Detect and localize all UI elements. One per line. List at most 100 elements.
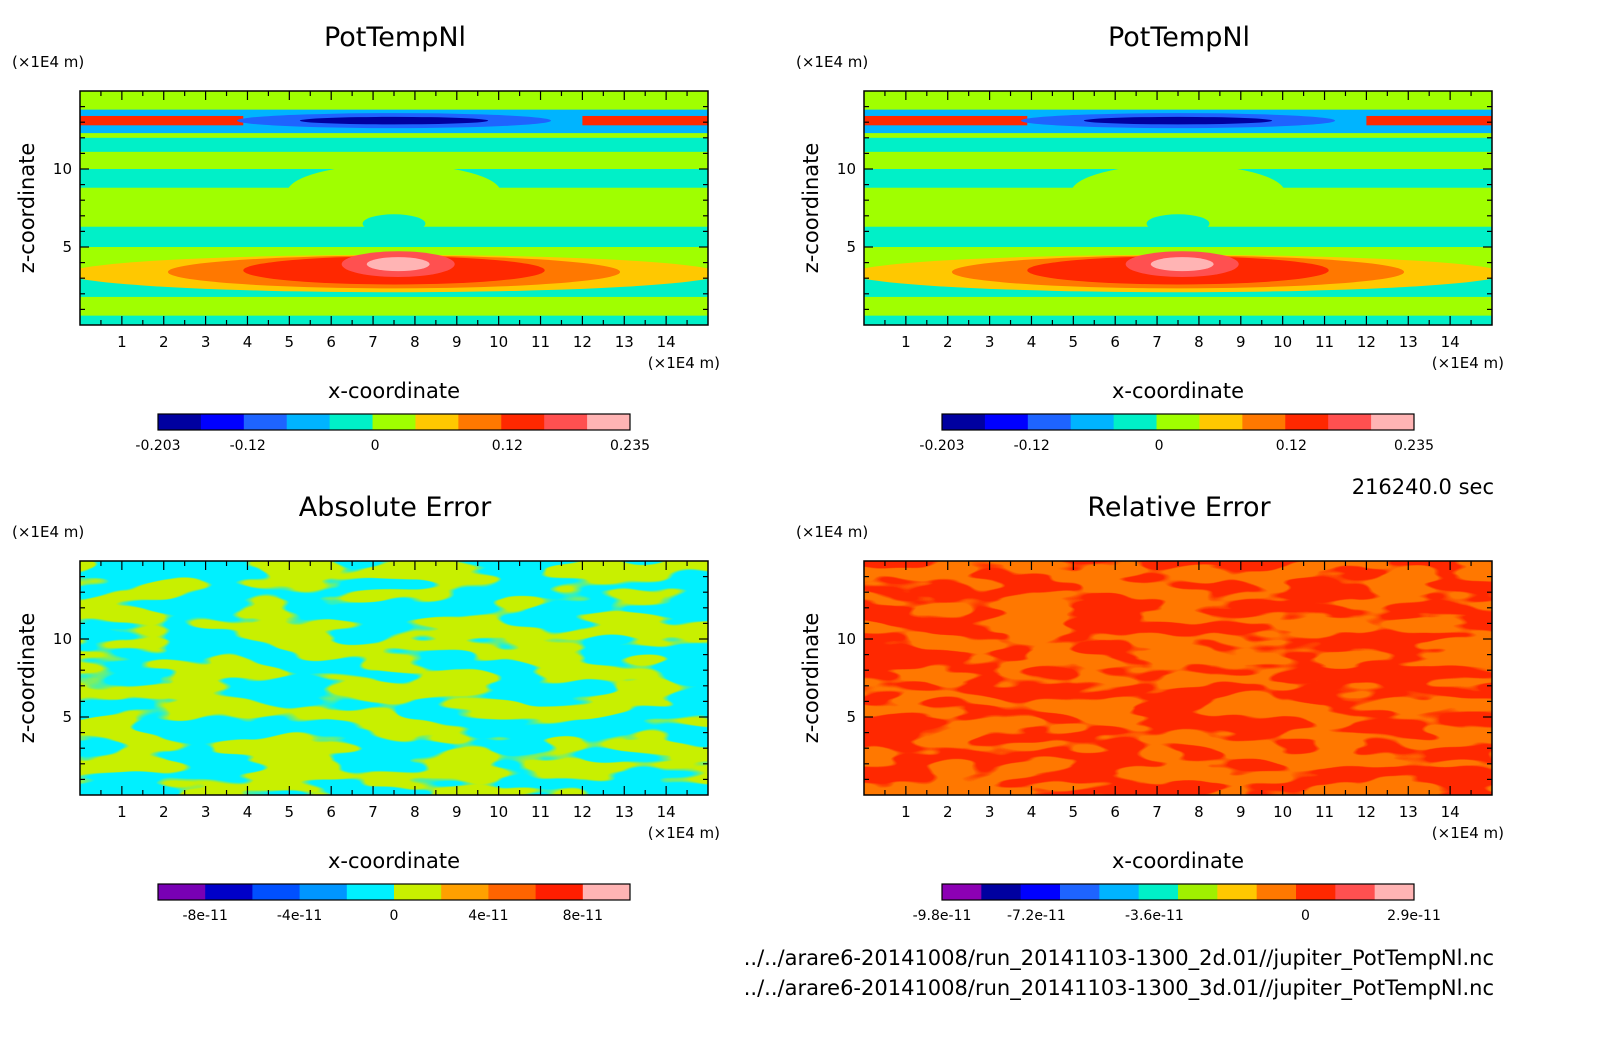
x-tick-label: 6 — [1110, 803, 1120, 821]
colorbar: -9.8e-11 -7.2e-11 -3.6e-11 0 2.9e-11 — [913, 883, 1441, 924]
y-tick-label: 10 — [837, 160, 856, 178]
x-tick-label: 11 — [531, 333, 550, 351]
colorbar-frame — [941, 883, 1415, 901]
x-tick-label: 4 — [1027, 803, 1037, 821]
y-tick-label: 10 — [53, 160, 72, 178]
colorbar-swatch — [1296, 884, 1336, 900]
band — [287, 164, 501, 221]
colorbar-swatch — [942, 414, 986, 430]
warm-blob — [366, 257, 430, 272]
colorbar-swatch — [942, 884, 982, 900]
colorbar-label: -0.203 — [919, 438, 964, 454]
x-tick-label: 1 — [901, 333, 911, 351]
colorbar-swatch — [1256, 884, 1297, 900]
colorbar-swatch — [329, 414, 374, 430]
colorbar-swatch — [501, 414, 545, 430]
x-tick-label: 10 — [1273, 803, 1292, 821]
x-tick-label: 7 — [368, 333, 378, 351]
x-axis-label: x-coordinate — [328, 849, 460, 873]
x-tick-label: 11 — [1315, 333, 1334, 351]
colorbar-swatch — [1113, 414, 1158, 430]
band — [864, 115, 1028, 126]
x-tick-label: 2 — [943, 803, 953, 821]
x-tick-label: 5 — [285, 803, 295, 821]
x-unit-label: (×1E4 m) — [1432, 354, 1504, 372]
x-tick-label: 2 — [943, 333, 953, 351]
colorbar-label: -7.2e-11 — [1007, 908, 1066, 924]
x-tick-label: 8 — [1194, 333, 1204, 351]
band — [1071, 164, 1285, 221]
x-tick-label: 2 — [159, 803, 169, 821]
y-tick-label: 5 — [846, 708, 856, 726]
x-tick-label: 8 — [410, 333, 420, 351]
x-tick-label: 1 — [117, 803, 127, 821]
y-axis-label: z-coordinate — [799, 613, 823, 744]
colorbar-label: -0.203 — [135, 438, 180, 454]
chart-title: Absolute Error — [299, 492, 492, 523]
band — [80, 115, 244, 126]
contour-field — [864, 91, 1492, 325]
file-path: ../../arare6-20141008/run_20141103-1300_… — [744, 946, 1494, 971]
y-tick-label: 5 — [62, 708, 72, 726]
colorbar-swatch — [394, 884, 442, 900]
colorbar-swatch — [286, 414, 331, 430]
x-tick-label: 12 — [573, 803, 592, 821]
colorbar-label: -0.12 — [1014, 438, 1050, 454]
band — [864, 296, 1492, 316]
band — [864, 151, 1492, 169]
colorbar-swatch — [535, 884, 584, 900]
colorbar-label: 0 — [371, 438, 380, 454]
x-unit-label: (×1E4 m) — [648, 354, 720, 372]
x-tick-label: 5 — [1069, 803, 1079, 821]
colorbar-label: 0.12 — [1276, 438, 1307, 454]
x-tick-label: 4 — [243, 803, 253, 821]
x-tick-label: 9 — [452, 803, 462, 821]
colorbar-label: -3.6e-11 — [1125, 908, 1184, 924]
x-tick-label: 12 — [573, 333, 592, 351]
colorbar-frame — [157, 413, 631, 431]
field-noise — [80, 561, 708, 795]
colorbar-swatch — [243, 414, 288, 430]
colorbar-label: 8e-11 — [563, 908, 603, 924]
x-tick-label: 6 — [1110, 333, 1120, 351]
x-unit-label: (×1E4 m) — [1432, 824, 1504, 842]
y-unit-label: (×1E4 m) — [12, 53, 84, 71]
colorbar-swatch — [1335, 884, 1376, 900]
contour-field — [80, 561, 708, 795]
x-tick-label: 11 — [1315, 803, 1334, 821]
colorbar-swatch — [1156, 414, 1200, 430]
colorbar-swatch — [1020, 884, 1061, 900]
y-unit-label: (×1E4 m) — [796, 523, 868, 541]
colorbar: -8e-11 -4e-11 0 4e-11 8e-11 — [157, 883, 631, 924]
x-axis-label: x-coordinate — [1112, 849, 1244, 873]
band — [864, 91, 1492, 110]
band — [582, 115, 708, 126]
x-tick-label: 4 — [1027, 333, 1037, 351]
band — [1146, 214, 1210, 233]
y-axis-label: z-coordinate — [799, 143, 823, 274]
x-tick-label: 7 — [1152, 333, 1162, 351]
x-tick-label: 4 — [243, 333, 253, 351]
colorbar-label: 0 — [1301, 908, 1310, 924]
y-tick-label: 5 — [846, 238, 856, 256]
colorbar-swatch — [415, 414, 459, 430]
x-tick-label: 8 — [1194, 803, 1204, 821]
x-tick-label: 13 — [1399, 803, 1418, 821]
y-tick-label: 10 — [837, 630, 856, 648]
x-tick-label: 13 — [1399, 333, 1418, 351]
band — [864, 130, 1492, 138]
colorbar-swatch — [372, 414, 416, 430]
x-tick-label: 13 — [615, 803, 634, 821]
band — [80, 91, 708, 110]
x-tick-label: 12 — [1357, 333, 1376, 351]
x-tick-label: 14 — [1441, 803, 1460, 821]
x-tick-label: 3 — [985, 803, 995, 821]
warm-blob — [1150, 257, 1214, 272]
colorbar-swatch — [1138, 884, 1179, 900]
colorbar-label: -8e-11 — [182, 908, 227, 924]
x-tick-label: 3 — [201, 333, 211, 351]
x-tick-label: 6 — [326, 333, 336, 351]
file-path: ../../arare6-20141008/run_20141103-1300_… — [744, 976, 1494, 1001]
colorbar-swatch — [587, 414, 631, 430]
